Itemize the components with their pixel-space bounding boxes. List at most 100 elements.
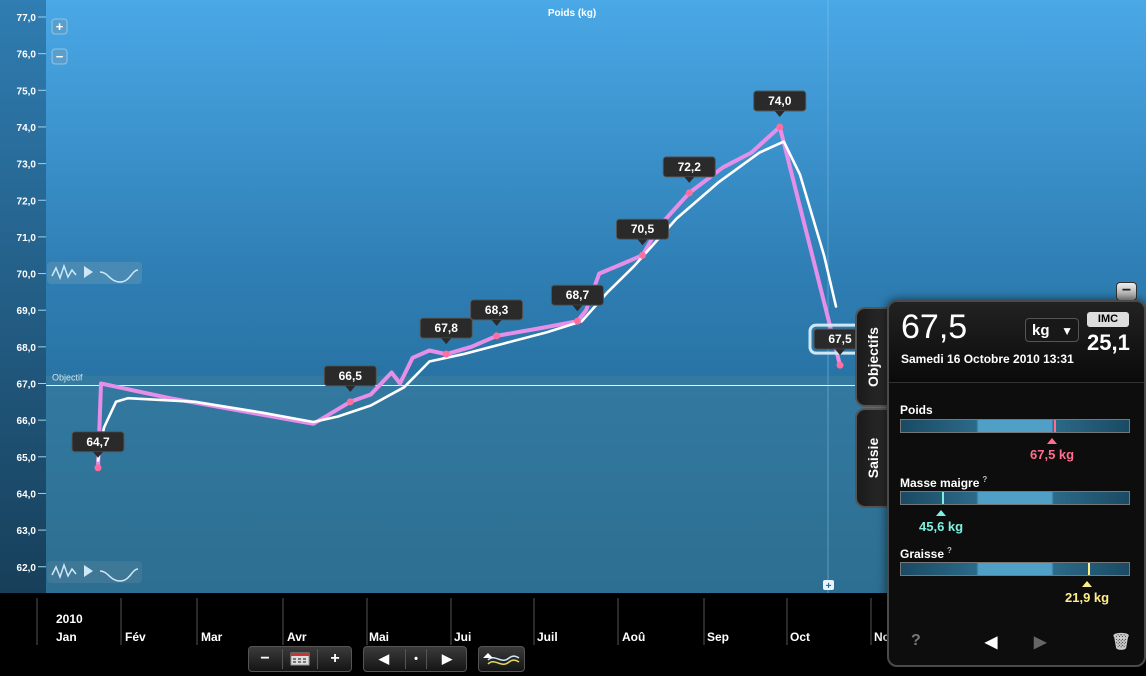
data-label: 66,5 [339,369,363,383]
data-label: 67,5 [828,332,852,346]
data-label-pointer [572,305,583,312]
data-point[interactable] [776,123,784,131]
y-tick-label: 67,0 [17,380,37,391]
previous-entry-icon[interactable]: ◀ [985,634,998,651]
y-tick-label: 74,0 [17,123,37,134]
data-point[interactable] [685,189,693,197]
month-label: Avr [287,630,307,644]
zoom-out-period-button[interactable]: − [260,650,270,667]
data-label-pointer [774,110,785,117]
poids-pointer-icon [1047,438,1057,444]
masse-maigre-label: Masse maigre? [900,475,988,490]
data-point[interactable] [94,464,102,472]
data-label: 70,5 [631,222,655,236]
svg-text:−: − [56,49,64,64]
data-point[interactable] [639,251,646,259]
y-tick-label: 64,0 [17,489,37,500]
calendar-icon[interactable] [284,647,316,671]
entry-date: Samedi 16 Octobre 2010 13:31 [901,352,1074,366]
y-tick-label: 72,0 [17,196,37,207]
divider [405,649,406,669]
scroll-right-button[interactable]: ▶ [442,651,452,666]
collapse-panel-button[interactable]: − [1116,282,1137,301]
y-tick-label: 62,0 [17,563,37,574]
y-tick-label: 71,0 [17,233,37,244]
today-button[interactable]: • [414,653,418,665]
y-axis-strip [0,0,46,593]
poids-bar [900,419,1130,433]
data-point[interactable] [836,361,844,369]
unit-value: kg [1032,322,1050,339]
smoothing-toolbar-button[interactable] [478,646,525,672]
data-label-pointer [93,451,103,458]
data-label: 67,8 [435,321,459,335]
masse-maigre-value: 45,6 kg [919,519,964,534]
tab-saisie[interactable]: Saisie [855,408,889,508]
y-tick-label: 68,0 [17,343,37,354]
graisse-marker [1088,563,1090,575]
detail-panel: 67,5 kg ▼ IMC 25,1 Samedi 16 Octobre 201… [887,300,1146,667]
series-line-1 [96,140,838,462]
month-label: Oct [790,630,810,644]
svg-text:+: + [826,581,832,592]
zoom-out-button[interactable]: − [51,48,68,65]
masse-maigre-help-icon[interactable]: ? [982,475,988,484]
imc-value: 25,1 [1087,330,1130,355]
next-entry-icon[interactable]: ▶ [1034,634,1047,651]
data-label-pointer [345,385,356,392]
year-label: 2010 [56,612,83,626]
month-label: Fév [125,630,146,644]
graisse-pointer-icon [1082,581,1092,587]
month-label: No [874,630,890,644]
data-label-pointer [491,319,502,326]
data-label-pointer [441,338,452,345]
divider [282,649,283,669]
add-entry-icon[interactable]: + [823,580,834,592]
data-point[interactable] [573,317,581,325]
unit-select[interactable]: kg ▼ [1025,318,1079,342]
data-label: 68,3 [485,303,509,317]
month-label: Jan [56,630,77,644]
y-tick-label: 69,0 [17,306,37,317]
scroll-left-button[interactable]: ◀ [379,651,389,666]
zoom-in-button[interactable]: + [51,18,68,35]
month-label: Mar [201,630,223,644]
navigation-toolbar: ◀ • ▶ [363,646,467,672]
month-label: Mai [369,630,389,644]
data-label-pointer [835,349,845,356]
data-label-pointer [684,176,695,183]
help-icon[interactable]: ? [911,632,921,649]
data-label: 74,0 [768,94,792,108]
graisse-label: Graisse? [900,546,952,561]
data-point[interactable] [346,398,354,406]
tab-objectifs[interactable]: Objectifs [855,307,889,407]
chart-title-group: Poids (kg) [548,8,596,19]
graisse-help-icon[interactable]: ? [947,546,952,555]
data-label-pointer [637,239,648,246]
trash-icon[interactable]: 🗑 [1111,634,1132,651]
data-label: 64,7 [86,435,110,449]
poids-marker [1054,420,1056,432]
objective-label: Objectif [52,373,83,383]
zoom-toolbar: − + [248,646,352,672]
zoom-in-period-button[interactable]: + [330,650,340,667]
y-tick-label: 70,0 [17,270,37,281]
graisse-bar [900,562,1130,576]
smooth-curve-icon [483,653,520,666]
chevron-down-icon: ▼ [1061,324,1073,338]
smoothing-toggle-icon[interactable] [47,262,142,284]
smoothing-toggle-icon-bottom[interactable] [47,561,142,583]
data-label: 68,7 [566,288,590,302]
poids-label: Poids [900,403,933,417]
poids-value: 67,5 kg [1030,447,1075,462]
y-tick-label: 65,0 [17,453,37,464]
current-weight: 67,5 [901,308,968,346]
divider [317,649,318,669]
y-tick-label: 77,0 [17,13,37,24]
chart-title: Poids (kg) [548,8,596,19]
svg-text:+: + [56,19,64,34]
masse-maigre-marker [942,492,944,504]
y-tick-label: 76,0 [17,50,37,61]
data-point[interactable] [442,350,450,358]
data-point[interactable] [493,332,501,340]
